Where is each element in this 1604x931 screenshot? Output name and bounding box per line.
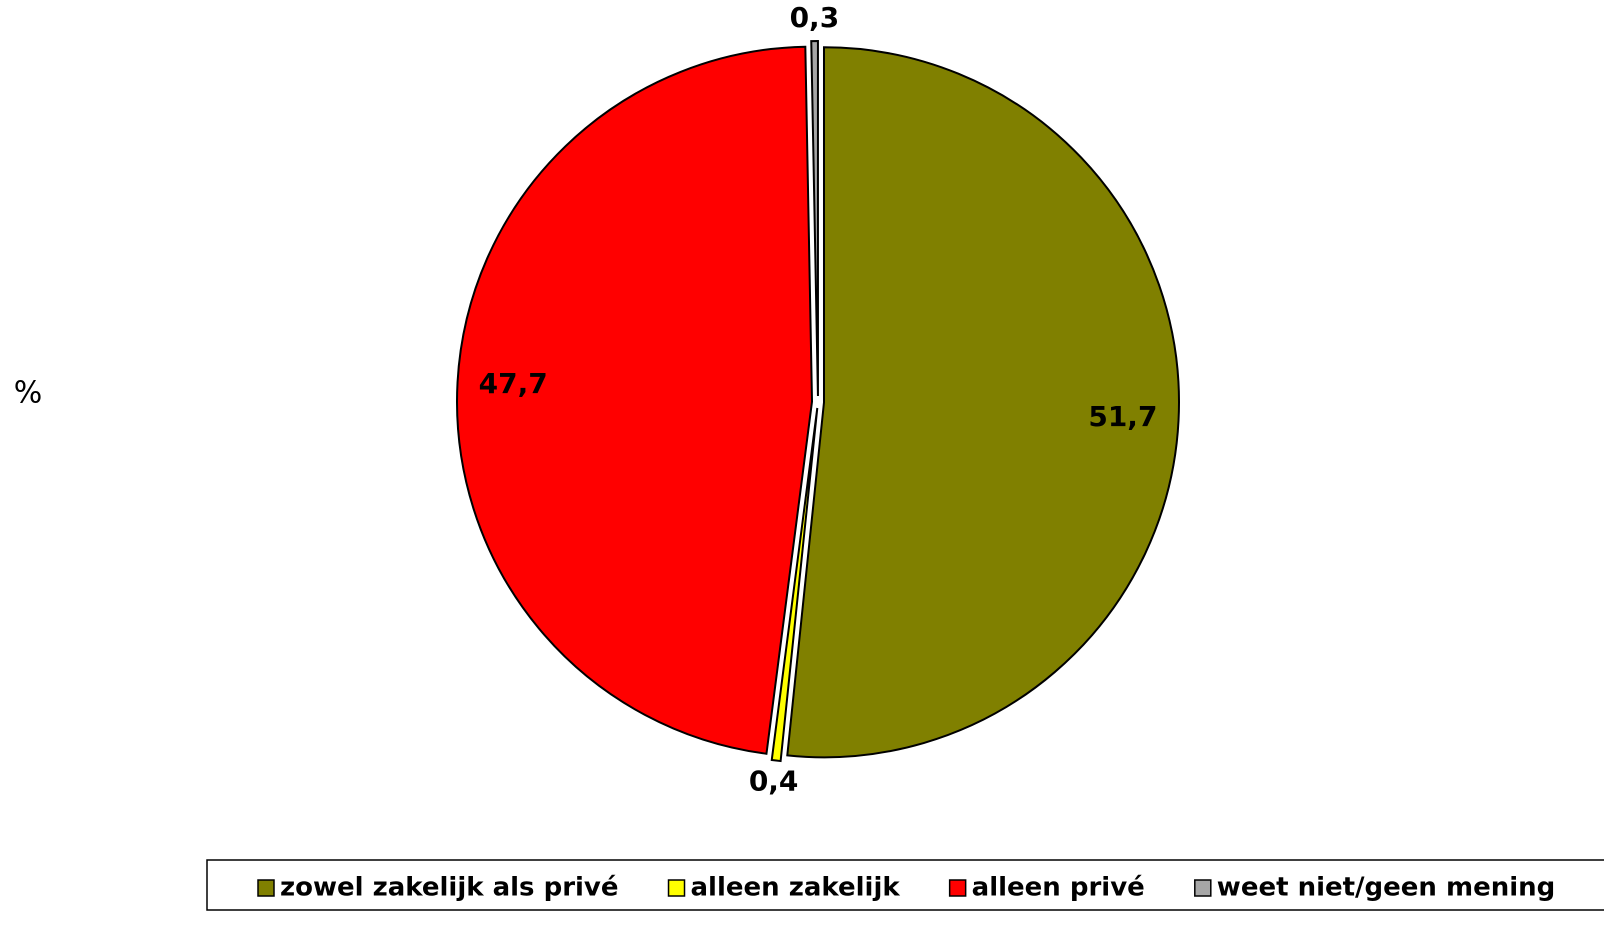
data-label: 51,7 [1088, 400, 1157, 433]
legend-label: alleen zakelijk [691, 873, 901, 903]
data-label: 0,4 [749, 764, 799, 797]
pie-slice [786, 46, 1180, 759]
legend-label: zowel zakelijk als privé [280, 873, 619, 903]
legend-swatch [667, 879, 686, 897]
pie-slice [770, 407, 819, 763]
legend-box [206, 859, 1604, 911]
legend-label: weet niet/geen mening [1217, 873, 1555, 903]
legend-swatch [948, 879, 967, 897]
data-label: 0,3 [790, 1, 840, 34]
legend-swatch [257, 879, 275, 897]
data-label: 47,7 [479, 367, 548, 400]
pie-slice [456, 45, 814, 755]
pie-slice [810, 40, 819, 397]
legend-label: alleen privé [972, 873, 1145, 903]
legend-swatch [1194, 879, 1212, 897]
axis-label: % [14, 376, 43, 411]
